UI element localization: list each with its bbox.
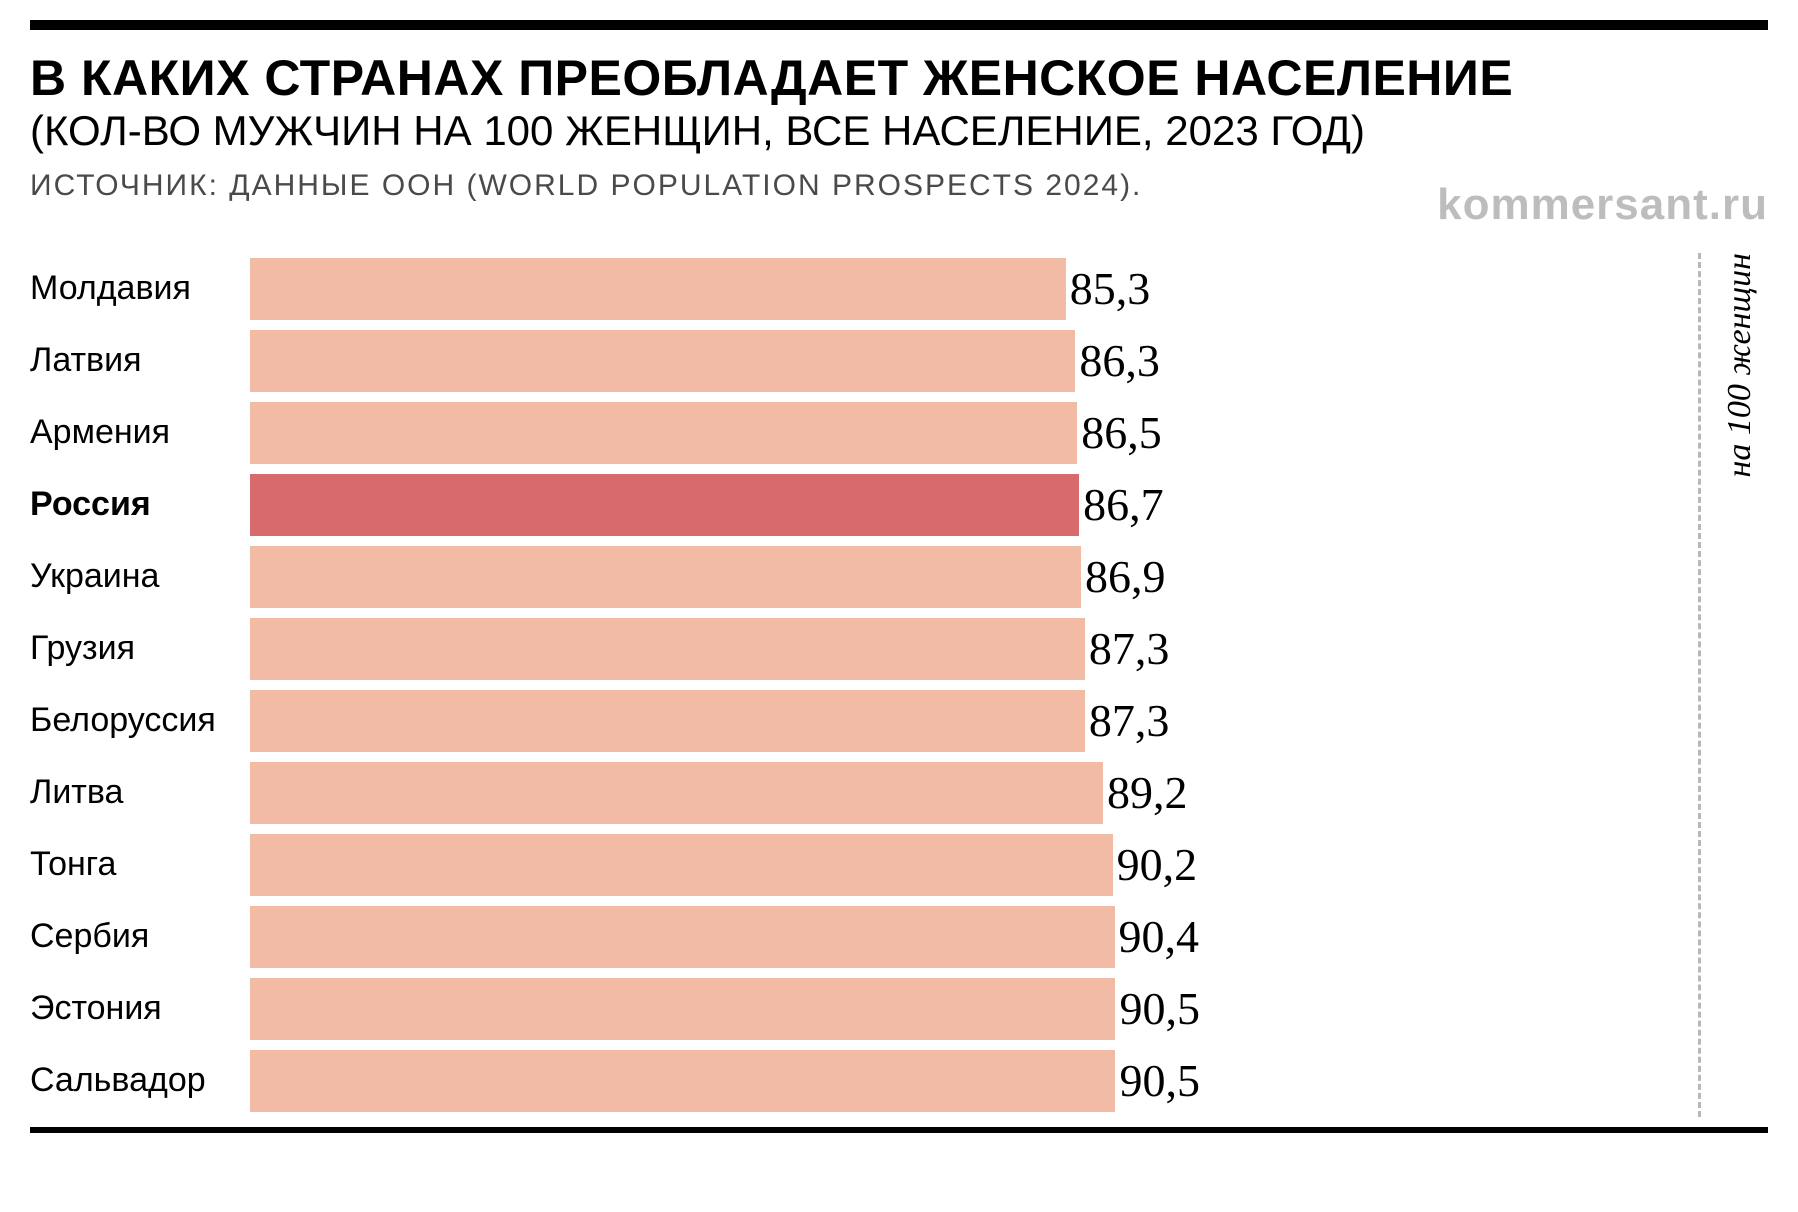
bar — [250, 258, 1066, 320]
bar-cell: 89,2 — [250, 757, 1608, 829]
bar-cell: 90,5 — [250, 1045, 1608, 1117]
category-label: Литва — [30, 773, 250, 812]
bar-cell: 85,3 — [250, 253, 1608, 325]
bar-row: Грузия 87,3 — [30, 613, 1608, 685]
category-label: Сербия — [30, 917, 250, 956]
bar-row: Сербия 90,4 — [30, 901, 1608, 973]
bar-row: Тонга 90,2 — [30, 829, 1608, 901]
bar — [250, 690, 1085, 752]
bar-value: 86,3 — [1079, 338, 1160, 384]
bar-value: 86,7 — [1083, 482, 1164, 528]
bar — [250, 906, 1115, 968]
bar-row: Сальвадор 90,5 — [30, 1045, 1608, 1117]
bar-row: Молдавия 85,3 — [30, 253, 1608, 325]
chart-container: В КАКИХ СТРАНАХ ПРЕОБЛАДАЕТ ЖЕНСКОЕ НАСЕ… — [0, 0, 1798, 1212]
chart-title: В КАКИХ СТРАНАХ ПРЕОБЛАДАЕТ ЖЕНСКОЕ НАСЕ… — [30, 52, 1768, 105]
category-label: Белоруссия — [30, 701, 250, 740]
category-label: Россия — [30, 485, 250, 524]
bar-value: 90,4 — [1119, 914, 1200, 960]
bar-row: Латвия 86,3 — [30, 325, 1608, 397]
bar-cell: 90,5 — [250, 973, 1608, 1045]
top-rule — [30, 20, 1768, 30]
chart-body: Молдавия 85,3 Латвия 86,3 Армения 86,5 Россия 8… — [30, 253, 1768, 1117]
bar — [250, 330, 1075, 392]
category-label: Молдавия — [30, 269, 250, 308]
bar-value: 89,2 — [1107, 770, 1188, 816]
category-label: Сальвадор — [30, 1061, 250, 1100]
axis-note-line: на 100 женщин — [1698, 253, 1768, 1117]
bar-cell: 90,2 — [250, 829, 1608, 901]
bar-cell: 87,3 — [250, 685, 1608, 757]
bar-value: 86,5 — [1081, 410, 1162, 456]
bar-value: 90,5 — [1119, 986, 1200, 1032]
bar-chart: Молдавия 85,3 Латвия 86,3 Армения 86,5 Россия 8… — [30, 253, 1698, 1117]
bar-value: 87,3 — [1089, 626, 1170, 672]
category-label: Латвия — [30, 341, 250, 380]
axis-note: на 100 женщин — [1721, 253, 1759, 478]
bar-cell: 86,7 — [250, 469, 1608, 541]
bar — [250, 618, 1085, 680]
watermark: kommersant.ru — [1437, 180, 1768, 230]
bar-highlight — [250, 474, 1079, 536]
bar-row: Армения 86,5 — [30, 397, 1608, 469]
bottom-rule — [30, 1127, 1768, 1133]
bar-value: 90,2 — [1117, 842, 1198, 888]
bar-value: 86,9 — [1085, 554, 1166, 600]
chart-subtitle: (КОЛ-ВО МУЖЧИН НА 100 ЖЕНЩИН, ВСЕ НАСЕЛЕ… — [30, 107, 1768, 155]
bar-row: Литва 89,2 — [30, 757, 1608, 829]
category-label: Грузия — [30, 629, 250, 668]
bar — [250, 762, 1103, 824]
bar — [250, 1050, 1115, 1112]
bar — [250, 834, 1113, 896]
bar — [250, 402, 1077, 464]
bar — [250, 546, 1081, 608]
bar-cell: 90,4 — [250, 901, 1608, 973]
bar-cell: 86,3 — [250, 325, 1608, 397]
bar-value: 90,5 — [1119, 1058, 1200, 1104]
category-label: Украина — [30, 557, 250, 596]
bar-row: Украина 86,9 — [30, 541, 1608, 613]
category-label: Тонга — [30, 845, 250, 884]
category-label: Эстония — [30, 989, 250, 1028]
bar-row: Россия 86,7 — [30, 469, 1608, 541]
category-label: Армения — [30, 413, 250, 452]
bar — [250, 978, 1115, 1040]
bar-row: Белоруссия 87,3 — [30, 685, 1608, 757]
bar-value: 85,3 — [1070, 266, 1151, 312]
bar-cell: 86,9 — [250, 541, 1608, 613]
bar-cell: 87,3 — [250, 613, 1608, 685]
bar-row: Эстония 90,5 — [30, 973, 1608, 1045]
bar-cell: 86,5 — [250, 397, 1608, 469]
bar-value: 87,3 — [1089, 698, 1170, 744]
